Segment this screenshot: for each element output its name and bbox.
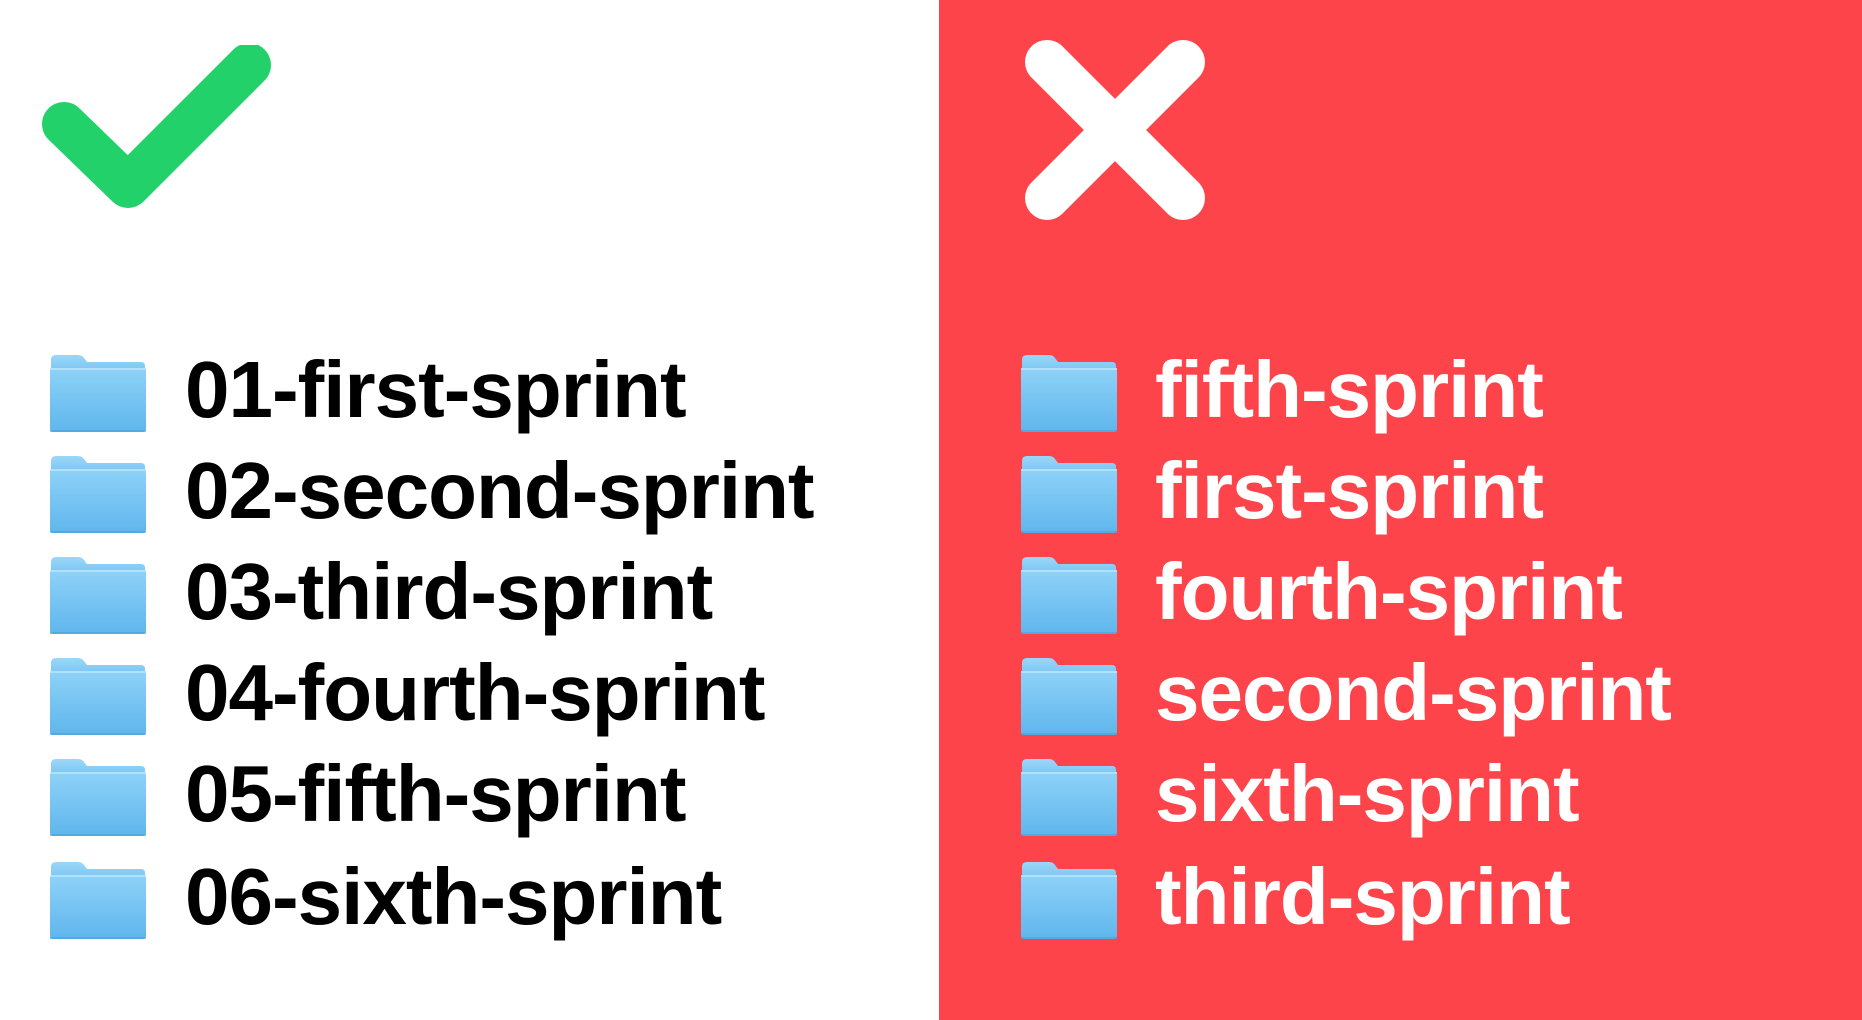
check-mark-icon — [42, 45, 271, 208]
folder-name: fifth-sprint — [1155, 345, 1544, 434]
folder-icon — [48, 354, 147, 434]
folder-name: 02-second-sprint — [185, 446, 815, 535]
folder-name: third-sprint — [1155, 852, 1571, 941]
folder-icon — [48, 758, 147, 838]
folder-name: 05-fifth-sprint — [185, 749, 687, 838]
folder-name: 06-sixth-sprint — [185, 852, 722, 941]
folder-icon — [48, 861, 147, 941]
folder-icon — [1019, 556, 1118, 636]
folder-icon — [1019, 657, 1118, 737]
folder-icon — [48, 556, 147, 636]
folder-icon — [48, 455, 147, 535]
folder-name: 01-first-sprint — [185, 345, 687, 434]
folder-icon — [1019, 861, 1118, 941]
folder-icon — [1019, 455, 1118, 535]
x-mark-icon — [1025, 40, 1205, 220]
folder-name: fourth-sprint — [1155, 547, 1623, 636]
folder-icon — [1019, 758, 1118, 838]
folder-name: sixth-sprint — [1155, 749, 1580, 838]
folder-name: 04-fourth-sprint — [185, 648, 766, 737]
folder-name: first-sprint — [1155, 446, 1544, 535]
folder-name: second-sprint — [1155, 648, 1672, 737]
folder-icon — [1019, 354, 1118, 434]
folder-name: 03-third-sprint — [185, 547, 713, 636]
folder-icon — [48, 657, 147, 737]
